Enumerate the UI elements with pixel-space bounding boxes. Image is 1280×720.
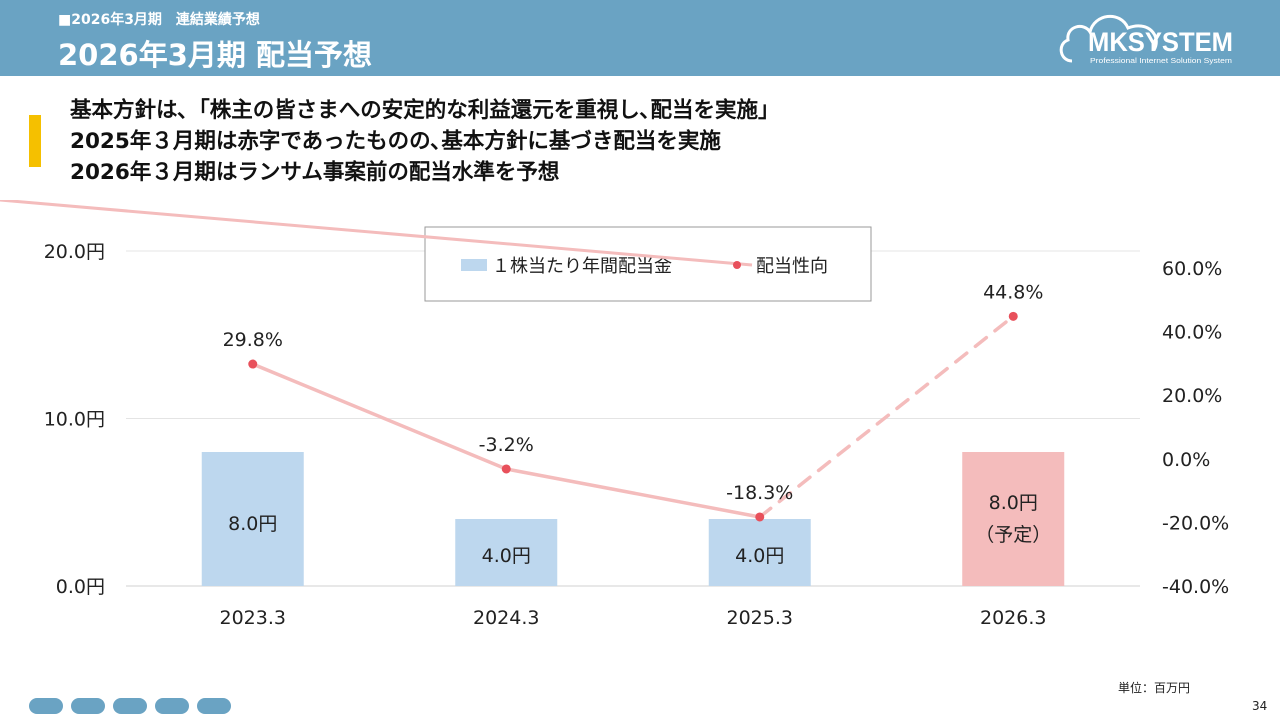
logo-name: MKSYSTEM xyxy=(1088,27,1233,57)
y-right-tick-label: 20.0% xyxy=(1162,385,1222,407)
legend-line-swatch xyxy=(0,200,753,267)
bar-value-label: 4.0円 xyxy=(482,545,531,567)
indicator-dot xyxy=(71,698,105,714)
dividend-chart: 8.0円 4.0円 4.0円 8.0円 （予定） 29.8% -3.2% -18.3% 44.8… xyxy=(0,200,1230,629)
axis-labels: 0.0円 10.0円 20.0円 -40.0% -20.0% 0.0% 20.0% 40.0%… xyxy=(44,241,1230,629)
accent-bar xyxy=(29,115,41,167)
page-indicator xyxy=(29,698,231,714)
indicator-dot xyxy=(113,698,147,714)
line-series xyxy=(248,311,1018,522)
policy-line-2: 2025年３月期は赤字であったものの､基本方針に基づき配当を実施 xyxy=(70,129,721,154)
bar-value-label: 8.0円 xyxy=(989,492,1038,514)
bar-series xyxy=(201,452,1065,586)
header-banner: ■2026年3月期 連結業績予想 2026年3月期 配当予想 MKSYSTEM … xyxy=(0,0,1280,76)
x-tick-label: 2024.3 xyxy=(473,607,539,629)
legend: １株当たり年間配当金 配当性向 xyxy=(0,200,872,302)
indicator-dot xyxy=(29,698,63,714)
line-segment xyxy=(504,467,762,519)
y-right-tick-label: -20.0% xyxy=(1162,512,1229,534)
policy-line-1: 基本方針は､「株主の皆さまへの安定的な利益還元を重視し､配当を実施」 xyxy=(70,98,780,123)
legend-bar-label: １株当たり年間配当金 xyxy=(492,256,672,277)
policy-text: 基本方針は､「株主の皆さまへの安定的な利益還元を重視し､配当を実施」 2025年… xyxy=(70,95,780,188)
line-point xyxy=(755,512,765,522)
line-value-label: -18.3% xyxy=(726,482,793,504)
x-tick-label: 2023.3 xyxy=(220,607,286,629)
y-left-tick-label: 20.0円 xyxy=(44,241,105,263)
line-value-label: 29.8% xyxy=(223,329,283,351)
line-value-label: 44.8% xyxy=(983,281,1043,303)
forecast-line-segment xyxy=(758,314,1015,519)
unit-note: 単位：百万円 xyxy=(1118,681,1191,695)
line-point xyxy=(248,359,258,369)
line-segment xyxy=(251,362,508,471)
bar xyxy=(962,452,1065,586)
policy-line-3: 2026年３月期はランサム事案前の配当水準を予想 xyxy=(70,160,560,185)
forecast-note: （予定） xyxy=(975,524,1051,546)
bar xyxy=(708,519,811,586)
page-number: 34 xyxy=(1252,699,1268,713)
y-left-tick-label: 0.0円 xyxy=(56,576,105,598)
cloud-icon xyxy=(1059,14,1158,63)
x-tick-label: 2025.3 xyxy=(727,607,793,629)
indicator-dot xyxy=(197,698,231,714)
y-right-tick-label: -40.0% xyxy=(1162,576,1229,598)
bar xyxy=(455,519,558,586)
legend-line-marker xyxy=(733,261,741,269)
bar-value-label: 8.0円 xyxy=(228,513,277,535)
y-right-tick-label: 0.0% xyxy=(1162,449,1210,471)
logo-tagline: Professional Internet Solution System xyxy=(1090,56,1232,65)
legend-bar-swatch xyxy=(461,259,487,271)
section-subtitle: ■2026年3月期 連結業績予想 xyxy=(58,12,260,28)
line-point xyxy=(1008,311,1018,321)
company-logo: MKSYSTEM Professional Internet Solution … xyxy=(1059,14,1233,65)
legend-line-label: 配当性向 xyxy=(756,256,828,277)
line-point xyxy=(501,464,511,474)
bar-value-label: 4.0円 xyxy=(735,545,784,567)
y-right-tick-label: 40.0% xyxy=(1162,322,1222,344)
x-tick-label: 2026.3 xyxy=(980,607,1046,629)
data-labels: 8.0円 4.0円 4.0円 8.0円 （予定） 29.8% -3.2% -18.3% 44.8… xyxy=(223,281,1052,567)
bar xyxy=(201,452,304,586)
line-value-label: -3.2% xyxy=(479,434,534,456)
y-left-tick-label: 10.0円 xyxy=(44,409,105,431)
indicator-dot xyxy=(155,698,189,714)
y-right-tick-label: 60.0% xyxy=(1162,258,1222,280)
page-title: 2026年3月期 配当予想 xyxy=(58,38,372,72)
legend-box xyxy=(424,226,872,302)
